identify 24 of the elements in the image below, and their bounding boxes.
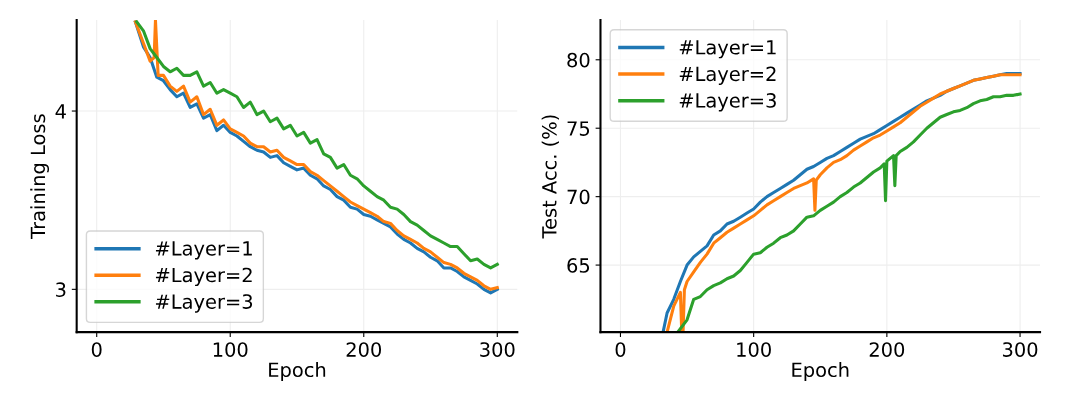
x-tick-label: 300: [480, 342, 515, 357]
y-tick-label: 65: [567, 258, 590, 273]
legend-label: #Layer=3: [679, 93, 776, 112]
legend-label: #Layer=1: [679, 40, 776, 59]
y-tick-label: 80: [567, 52, 590, 68]
y-tick-label: 3: [56, 282, 66, 298]
x-tick-label: 300: [1002, 342, 1038, 357]
y-tick-label: 70: [567, 189, 590, 205]
y-axis-title: Training Loss: [30, 114, 50, 239]
legend-label: #Layer=2: [155, 267, 252, 287]
x-tick-label: 100: [213, 342, 248, 357]
y-tick-label: 75: [567, 121, 590, 136]
x-tick-label: 200: [869, 342, 905, 357]
legend-label: #Layer=2: [679, 66, 776, 85]
legend-label: #Layer=3: [155, 294, 253, 313]
x-axis-title: Epoch: [792, 362, 849, 381]
legend-label: #Layer=1: [155, 241, 252, 260]
x-tick-label: 100: [737, 342, 771, 357]
x-tick-label: 200: [346, 342, 382, 357]
x-axis-title: Epoch: [269, 362, 326, 381]
y-axis-title: Test Acc. (%): [541, 115, 559, 239]
x-tick-label: 0: [91, 342, 102, 357]
x-tick-label: 0: [615, 342, 626, 357]
y-tick-label: 4: [55, 104, 66, 119]
